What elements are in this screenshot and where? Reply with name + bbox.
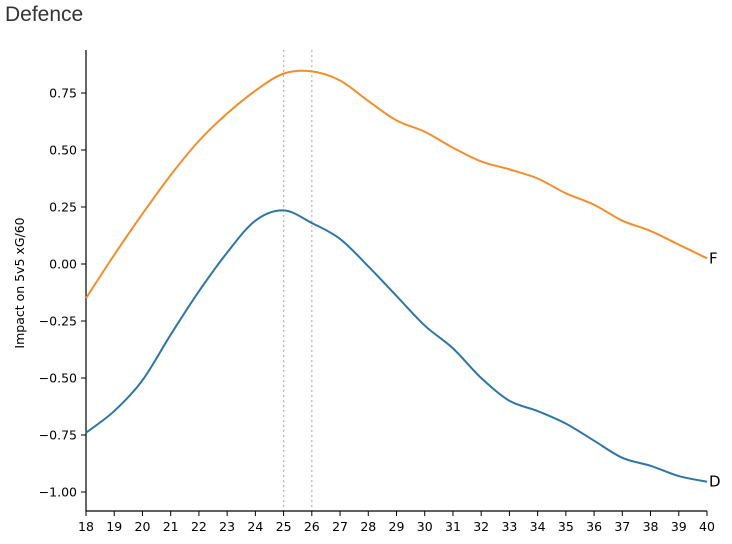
- x-tick-label: 18: [78, 519, 94, 534]
- x-tick-label: 37: [614, 519, 630, 534]
- y-tick-label: −0.50: [39, 371, 77, 386]
- x-tick-label: 19: [106, 519, 122, 534]
- y-tick-label: −1.00: [39, 485, 77, 500]
- series-line-f: [85, 69, 708, 299]
- chart-title: Defence: [5, 3, 84, 26]
- x-tick-label: 30: [417, 519, 433, 534]
- series-line-d: [85, 209, 708, 483]
- series-lines: [85, 69, 708, 483]
- x-tick-label: 28: [360, 519, 376, 534]
- y-tick-label: 0.25: [49, 200, 77, 215]
- x-tick-label: 20: [135, 519, 151, 534]
- x-tick-label: 35: [558, 519, 574, 534]
- y-tick-label: 0.50: [49, 143, 77, 158]
- x-tick-label: 24: [247, 519, 263, 534]
- y-tick-label: 0.75: [49, 86, 77, 101]
- y-tick-label: 0.00: [49, 257, 77, 272]
- series-end-labels: FD: [709, 249, 721, 490]
- y-axis-label: Impact on 5v5 xG/60: [12, 217, 27, 348]
- x-tick-label: 39: [671, 519, 687, 534]
- x-tick-label: 38: [643, 519, 659, 534]
- x-tick-label: 33: [501, 519, 517, 534]
- x-tick-label: 36: [586, 519, 602, 534]
- x-tick-label: 22: [191, 519, 207, 534]
- series-label-d: D: [709, 473, 721, 491]
- x-tick-label: 31: [445, 519, 461, 534]
- reference-lines: [282, 50, 313, 511]
- x-tick-label: 32: [473, 519, 489, 534]
- x-tick-label: 27: [332, 519, 348, 534]
- x-tick-label: 26: [304, 519, 320, 534]
- x-tick-label: 23: [219, 519, 235, 534]
- axes: 0.75 0.50 0.25 0.00 −0.25 −0.50 −0.75 −1.00 18 19…: [39, 50, 715, 534]
- x-tick-label: 29: [389, 519, 405, 534]
- x-tick-label: 34: [530, 519, 546, 534]
- y-tick-label: −0.25: [39, 314, 77, 329]
- y-tick-label: −0.75: [39, 428, 77, 443]
- series-label-f: F: [709, 249, 718, 267]
- x-tick-label: 25: [276, 519, 292, 534]
- x-tick-label: 21: [163, 519, 179, 534]
- x-tick-label: 40: [699, 519, 715, 534]
